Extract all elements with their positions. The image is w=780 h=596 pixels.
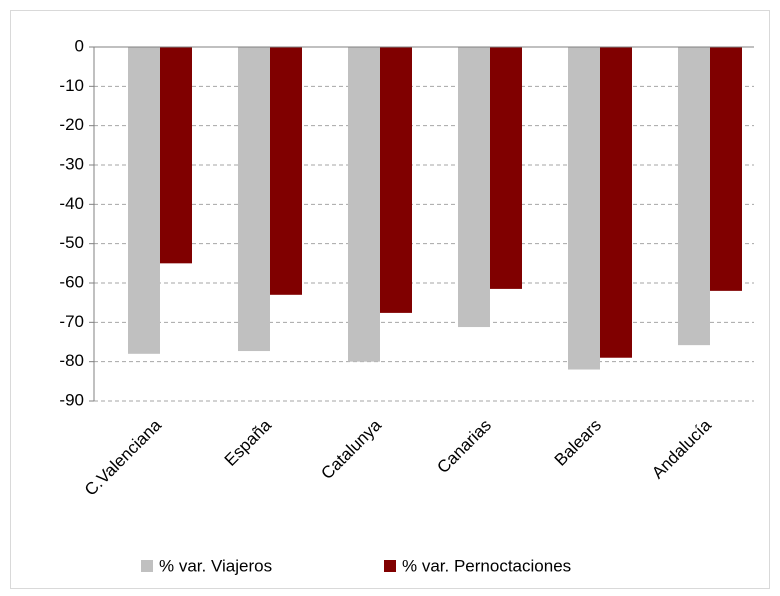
y-tick-label: -10 xyxy=(59,76,84,95)
bar xyxy=(600,47,632,358)
bar xyxy=(678,47,710,346)
y-tick-label: -30 xyxy=(59,154,84,173)
y-tick-label: -20 xyxy=(59,115,84,134)
y-tick-label: -70 xyxy=(59,312,84,331)
bar xyxy=(128,47,160,354)
y-tick-label: -50 xyxy=(59,233,84,252)
y-tick-label: -90 xyxy=(59,390,84,409)
y-tick-label: -80 xyxy=(59,351,84,370)
legend-label: % var. Viajeros xyxy=(159,556,272,575)
y-tick-label: -40 xyxy=(59,194,84,213)
bar xyxy=(270,47,302,295)
legend-swatch xyxy=(141,560,153,572)
bar xyxy=(380,47,412,313)
bar xyxy=(348,47,380,362)
bar xyxy=(458,47,490,328)
bar xyxy=(160,47,192,264)
bar xyxy=(490,47,522,289)
y-tick-label: 0 xyxy=(75,36,84,55)
bar xyxy=(568,47,600,370)
bar xyxy=(238,47,270,352)
bar xyxy=(710,47,742,291)
y-tick-label: -60 xyxy=(59,272,84,291)
legend-swatch xyxy=(384,560,396,572)
legend-label: % var. Pernoctaciones xyxy=(402,556,571,575)
